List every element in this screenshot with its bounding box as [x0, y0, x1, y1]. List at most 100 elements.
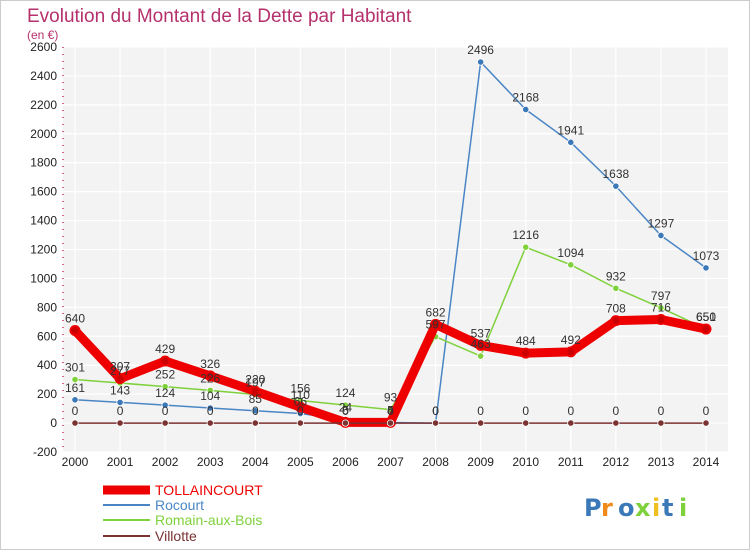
y-tick-label: 1200 — [30, 243, 57, 257]
data-label-villotte: 0 — [297, 404, 304, 418]
grid — [63, 46, 728, 453]
data-point-romain-aux-bois — [477, 352, 485, 360]
logo-letter: x — [635, 494, 651, 522]
data-label-villotte: 0 — [567, 404, 574, 418]
legend-label-tollaincourt: TOLLAINCOURT — [155, 482, 263, 498]
data-point-romain-aux-bois — [522, 243, 530, 251]
data-point-villotte — [612, 419, 620, 427]
data-label-romain-aux-bois: 301 — [65, 361, 85, 375]
x-tick-label: 2003 — [197, 455, 224, 469]
data-point-villotte — [386, 419, 395, 427]
data-label-romain-aux-bois: 797 — [651, 289, 671, 303]
data-point-tollaincourt — [565, 346, 577, 358]
data-point-romain-aux-bois — [71, 375, 79, 384]
data-point-rocourt — [522, 105, 530, 114]
data-label-tollaincourt: 5 — [342, 403, 349, 417]
data-label-tollaincourt: 5 — [387, 403, 394, 417]
x-axis: 2000 2001 2002 2003 2004 2005 2006 2007 2008 2009… — [62, 455, 720, 469]
data-label-rocourt: 85 — [249, 392, 263, 406]
chart-title: Evolution du Montant de la Dette par Hab… — [27, 6, 412, 27]
y-tick-label: 200 — [37, 387, 57, 401]
data-label-romain-aux-bois: 252 — [155, 368, 175, 382]
x-tick-label: 2001 — [107, 455, 134, 469]
data-label-villotte: 0 — [432, 404, 439, 418]
y-tick-label: 1400 — [30, 214, 57, 228]
data-label-rocourt: 161 — [65, 381, 85, 395]
data-point-tollaincourt — [700, 323, 712, 335]
data-label-tollaincourt: 708 — [606, 302, 626, 316]
data-label-villotte: 0 — [207, 404, 214, 418]
data-label-villotte: 0 — [342, 404, 349, 418]
data-point-romain-aux-bois — [567, 261, 575, 269]
data-label-tollaincourt: 716 — [651, 301, 671, 315]
x-tick-label: 2000 — [62, 455, 89, 469]
y-tick-label: 2400 — [30, 69, 57, 83]
x-tick-label: 2006 — [332, 455, 359, 469]
data-label-tollaincourt: 307 — [110, 360, 130, 374]
data-point-tollaincourt — [610, 315, 622, 327]
data-label-villotte: 0 — [613, 404, 620, 418]
data-label-tollaincourt: 640 — [65, 312, 85, 326]
x-tick-label: 2014 — [693, 455, 720, 469]
data-point-rocourt — [116, 398, 124, 406]
data-point-tollaincourt — [520, 347, 532, 359]
data-label-tollaincourt: 492 — [561, 333, 581, 347]
y-tick-label: 1000 — [30, 271, 57, 285]
data-point-villotte — [161, 419, 169, 427]
data-label-rocourt: 2496 — [467, 43, 494, 57]
data-point-rocourt — [161, 401, 169, 409]
data-label-tollaincourt: 220 — [245, 372, 265, 386]
data-point-tollaincourt — [294, 401, 306, 413]
data-point-romain-aux-bois — [341, 401, 350, 409]
y-tick-label: 2600 — [30, 40, 57, 54]
data-label-rocourt: 143 — [110, 383, 130, 397]
data-point-villotte — [657, 419, 665, 427]
data-point-tollaincourt — [430, 318, 442, 330]
data-label-romain-aux-bois: 93 — [384, 391, 398, 405]
data-point-rocourt — [702, 264, 710, 272]
data-label-rocourt: 124 — [155, 386, 175, 400]
data-label-rocourt: 0 — [432, 404, 439, 418]
logo-letter: i — [652, 494, 660, 522]
x-tick-label: 2002 — [152, 455, 179, 469]
data-point-villotte — [341, 419, 350, 427]
y-tick-label: 2000 — [30, 127, 57, 141]
data-point-tollaincourt — [204, 370, 216, 382]
data-point-villotte — [251, 419, 259, 427]
logo-letter: P — [584, 494, 602, 522]
data-point-tollaincourt — [114, 373, 126, 385]
y-axis: -200 0 200 400 600 800 1000 1200 1400 1600 1800 200… — [30, 40, 64, 459]
data-point-rocourt — [612, 182, 620, 190]
x-tick-label: 2005 — [287, 455, 314, 469]
logo-letter: r — [601, 494, 613, 522]
x-tick-label: 2007 — [377, 455, 404, 469]
data-label-rocourt: 66 — [294, 395, 308, 409]
y-tick-label: 2200 — [30, 98, 57, 112]
data-point-romain-aux-bois — [206, 386, 214, 394]
data-point-villotte — [431, 419, 440, 427]
data-point-villotte — [206, 419, 214, 427]
data-point-tollaincourt — [69, 325, 81, 336]
data-point-romain-aux-bois — [161, 383, 169, 391]
data-label-villotte: 0 — [117, 404, 124, 418]
data-label-romain-aux-bois: 124 — [335, 386, 355, 400]
data-label-villotte: 0 — [162, 404, 169, 418]
x-tick-label: 2010 — [512, 455, 539, 469]
data-point-villotte — [116, 419, 124, 427]
data-label-romain-aux-bois: 1094 — [557, 246, 584, 260]
data-label-rocourt: 1297 — [648, 216, 675, 230]
data-label-villotte: 0 — [658, 404, 665, 418]
data-point-rocourt — [206, 404, 214, 412]
legend: TOLLAINCOURTRocourtRomain-aux-BoisVillot… — [103, 482, 263, 544]
data-point-villotte — [522, 419, 530, 427]
data-point-villotte — [71, 419, 79, 427]
legend-label-romain-aux-bois: Romain-aux-Bois — [155, 512, 262, 528]
data-label-romain-aux-bois: 463 — [471, 337, 491, 351]
logo-letter: i — [679, 494, 687, 522]
y-tick-label: 600 — [37, 329, 57, 343]
data-label-tollaincourt: 650 — [696, 310, 716, 324]
data-label-rocourt: 1073 — [693, 249, 720, 263]
data-label-tollaincourt: 537 — [471, 326, 491, 340]
data-label-rocourt: 1638 — [603, 167, 630, 181]
